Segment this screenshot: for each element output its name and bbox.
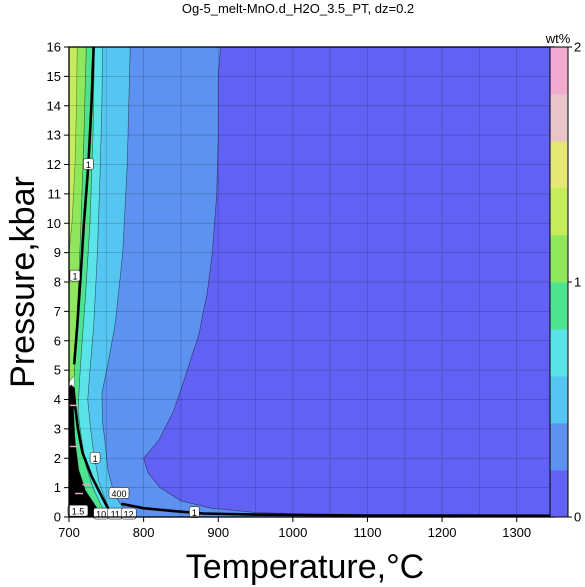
contour-lines-layer: [69, 47, 554, 517]
grid-layer: [69, 47, 554, 517]
contour-label-8: 400: [108, 487, 130, 499]
contour-region-1: [101, 47, 554, 517]
contour-line-1: [72, 387, 115, 517]
contour-fill-layer: [69, 47, 554, 517]
contour-label-4: 1.5: [67, 504, 89, 517]
y-axis-label: Pressure,kbar: [4, 176, 42, 388]
x-tick-label: 900: [207, 525, 229, 540]
y-tick-label: 6: [54, 333, 61, 348]
contour-label-0: 1: [83, 158, 94, 170]
x-tick-label: 1300: [502, 525, 531, 540]
colorbar-label: wt%: [545, 31, 571, 46]
colorbar-tick-label: 2: [574, 40, 581, 55]
x-tick-label: 1100: [353, 525, 381, 540]
y-tick-label: 8: [54, 275, 61, 290]
y-tick-label: 10: [47, 216, 61, 231]
contour-label-1: 1: [69, 269, 81, 282]
y-tick-label: 13: [47, 128, 61, 143]
colorbar-swatch: [550, 47, 568, 95]
contour-label-7: 12: [120, 507, 137, 520]
y-tick-label: 4: [54, 392, 61, 407]
colorbar-swatch: [550, 94, 568, 142]
contour-line-0: [72, 47, 95, 365]
y-tick-label: 14: [47, 98, 61, 113]
colorbar-swatch: [550, 282, 568, 330]
svg-text:400: 400: [111, 489, 126, 499]
y-tick-label: 12: [47, 157, 61, 172]
svg-text:12: 12: [124, 510, 134, 520]
y-tick-label: 16: [47, 40, 61, 55]
x-tick-label: 800: [133, 525, 155, 540]
colorbar-swatch: [550, 188, 568, 236]
chart-title: Og-5_melt-MnO.d_H2O_3.5_PT, dz=0.2: [182, 1, 414, 16]
contour-region-6: [69, 47, 78, 253]
svg-text:1.5: 1.5: [72, 507, 85, 517]
contour-label-5: 10: [93, 507, 109, 520]
y-tick-label: 2: [54, 451, 61, 466]
x-axis-label: Temperature,°C: [186, 548, 424, 586]
y-tick-label: 1: [54, 480, 61, 495]
contour-region-2: [87, 47, 131, 517]
x-tick-label: 1000: [278, 525, 307, 540]
svg-text:1: 1: [93, 454, 98, 464]
y-tick-label: 5: [54, 363, 61, 378]
colorbar-tick-label: 1: [574, 275, 581, 290]
y-tick-label: 11: [48, 186, 62, 201]
svg-text:1: 1: [86, 160, 91, 170]
colorbar-swatch: [550, 376, 568, 424]
colorbar-tick-label: 0: [574, 510, 581, 525]
colorbar-swatch: [550, 329, 568, 377]
contour-label-2: 1: [89, 452, 101, 464]
colorbar-swatch: [550, 423, 568, 471]
colorbar-swatch: [550, 235, 568, 283]
y-tick-label: 3: [54, 421, 61, 436]
svg-text:10: 10: [96, 510, 106, 520]
contour-label-6: 11: [107, 507, 124, 520]
svg-text:1: 1: [72, 272, 77, 282]
y-tick-label: 15: [47, 69, 61, 84]
x-axis-ticks: 700 800 900 1000 1100 1200 1300: [58, 517, 531, 540]
contour-line-2: [120, 502, 554, 517]
x-tick-label: 700: [58, 525, 80, 540]
colorbar-swatch: [550, 141, 568, 189]
y-tick-label: 7: [54, 304, 61, 319]
colorbar-swatch: [550, 470, 568, 518]
svg-text:1: 1: [192, 508, 197, 518]
x-tick-label: 1200: [428, 525, 457, 540]
y-tick-label: 0: [54, 510, 61, 525]
svg-text:11: 11: [111, 510, 120, 520]
colorbar: 0 1 2: [549, 40, 581, 525]
y-tick-label: 9: [54, 245, 61, 260]
